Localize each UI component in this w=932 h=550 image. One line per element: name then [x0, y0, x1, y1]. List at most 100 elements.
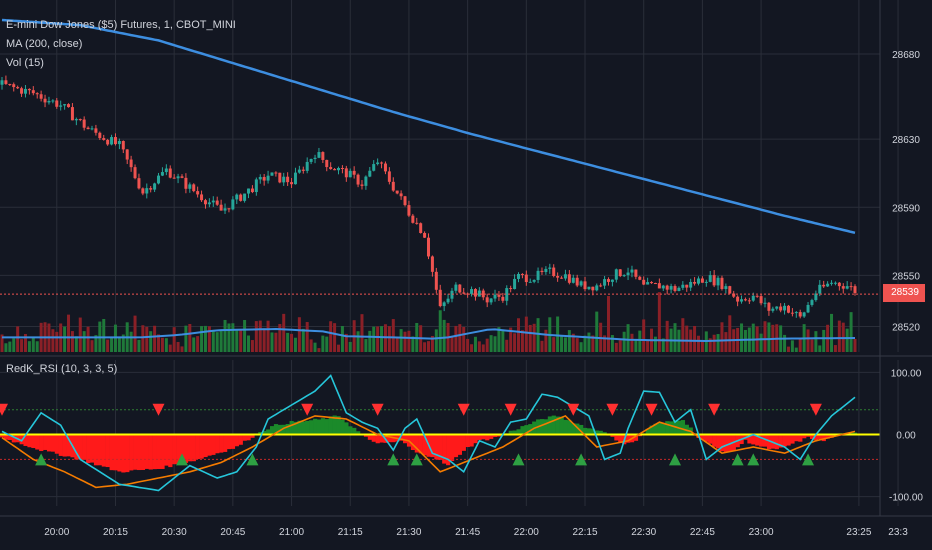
candle-body: [106, 139, 110, 145]
ma-200-line: [1, 18, 856, 235]
histogram-bar: [35, 434, 40, 450]
volume-bar: [587, 332, 591, 352]
candle-body: [59, 105, 63, 107]
histogram-bar: [129, 434, 134, 471]
sell-marker: [301, 403, 314, 416]
histogram-bar: [700, 434, 705, 440]
candle-body: [790, 312, 794, 314]
candle-body: [567, 274, 571, 283]
volume-bar: [544, 329, 548, 352]
candle-body: [16, 87, 20, 89]
volume-bar: [207, 326, 211, 352]
candle-body: [841, 286, 845, 289]
candle-body: [243, 193, 247, 201]
candle-body: [626, 272, 630, 276]
candle-body: [176, 176, 180, 179]
price-tick-label: 28680: [892, 50, 920, 61]
volume-bar: [227, 323, 231, 352]
candle-body: [783, 305, 787, 311]
candle-body: [606, 279, 610, 282]
candle-body: [614, 269, 618, 280]
oscillator-legend[interactable]: RedK_RSI (10, 3, 3, 5): [6, 363, 118, 375]
ma-legend[interactable]: MA (200, close): [6, 38, 83, 50]
histogram-bar: [434, 434, 439, 460]
candle-body: [767, 302, 771, 311]
vol-legend[interactable]: Vol (15): [6, 57, 44, 69]
time-tick-label: 21:15: [338, 527, 363, 538]
histogram-bar: [352, 427, 357, 435]
candle-body: [415, 222, 419, 224]
volume-bar: [618, 340, 622, 352]
candle-body: [520, 273, 524, 275]
candle-body: [591, 286, 595, 291]
sell-marker: [504, 403, 517, 416]
volume-bar: [477, 341, 481, 352]
sell-marker: [567, 403, 580, 416]
histogram-bar: [399, 434, 404, 441]
histogram-bar: [763, 434, 768, 447]
histogram-bar: [583, 427, 588, 435]
volume-bar: [4, 343, 8, 352]
histogram-bar: [66, 434, 71, 457]
histogram-bar: [262, 430, 267, 435]
volume-bar: [305, 322, 309, 352]
volume-bar: [372, 326, 376, 352]
histogram-bar: [539, 419, 545, 435]
volume-bar: [231, 323, 235, 352]
volume-bar: [528, 324, 532, 352]
candle-body: [403, 196, 407, 206]
histogram-bar: [336, 416, 341, 435]
candle-body: [595, 285, 599, 291]
volume-bar: [481, 344, 485, 352]
candle-body: [94, 128, 98, 133]
candle-body: [724, 286, 728, 289]
volume-bar: [200, 326, 204, 352]
volume-bar: [164, 338, 168, 352]
volume-bar: [297, 317, 301, 352]
volume-bar: [501, 329, 505, 352]
histogram-bar: [316, 419, 322, 435]
histogram-bar: [704, 434, 709, 442]
buy-marker: [35, 453, 48, 466]
candle-body: [309, 159, 313, 162]
histogram-bar: [195, 434, 200, 460]
volume-bar: [8, 341, 12, 352]
buy-marker: [387, 453, 400, 466]
candle-body: [31, 90, 35, 94]
histogram-bar: [58, 434, 63, 456]
histogram-bar: [148, 434, 153, 470]
volume-bar: [552, 337, 556, 352]
candle-body: [661, 285, 665, 289]
volume-bar: [626, 324, 630, 352]
candle-body: [771, 308, 775, 311]
volume-bar: [783, 334, 787, 352]
candle-body: [164, 168, 168, 173]
symbol-legend[interactable]: E-mini Dow Jones ($5) Futures, 1, CBOT_M…: [6, 19, 236, 31]
histogram-bar: [551, 415, 556, 435]
volume-bar: [27, 341, 31, 352]
candle-body: [153, 183, 157, 190]
volume-bar: [853, 338, 857, 352]
candle-body: [653, 283, 657, 285]
axes: [0, 0, 932, 517]
volume-bar: [309, 339, 313, 352]
candle-body: [254, 179, 258, 193]
candle-body: [610, 279, 614, 282]
sell-marker: [457, 403, 470, 416]
candle-body: [560, 277, 564, 279]
volume-bar: [293, 337, 297, 352]
volume-bar: [78, 317, 82, 352]
volume-bar: [74, 336, 78, 352]
histogram-bar: [375, 434, 380, 444]
histogram-bar: [575, 423, 580, 435]
histogram-bar: [86, 434, 91, 463]
volume-bar: [215, 332, 219, 352]
histogram-bar: [403, 434, 408, 444]
candle-body: [223, 208, 227, 211]
sell-marker: [371, 403, 384, 416]
histogram-bar: [614, 434, 619, 441]
candle-body: [830, 282, 834, 284]
candle-body: [794, 312, 798, 314]
volume-bar: [376, 326, 380, 352]
